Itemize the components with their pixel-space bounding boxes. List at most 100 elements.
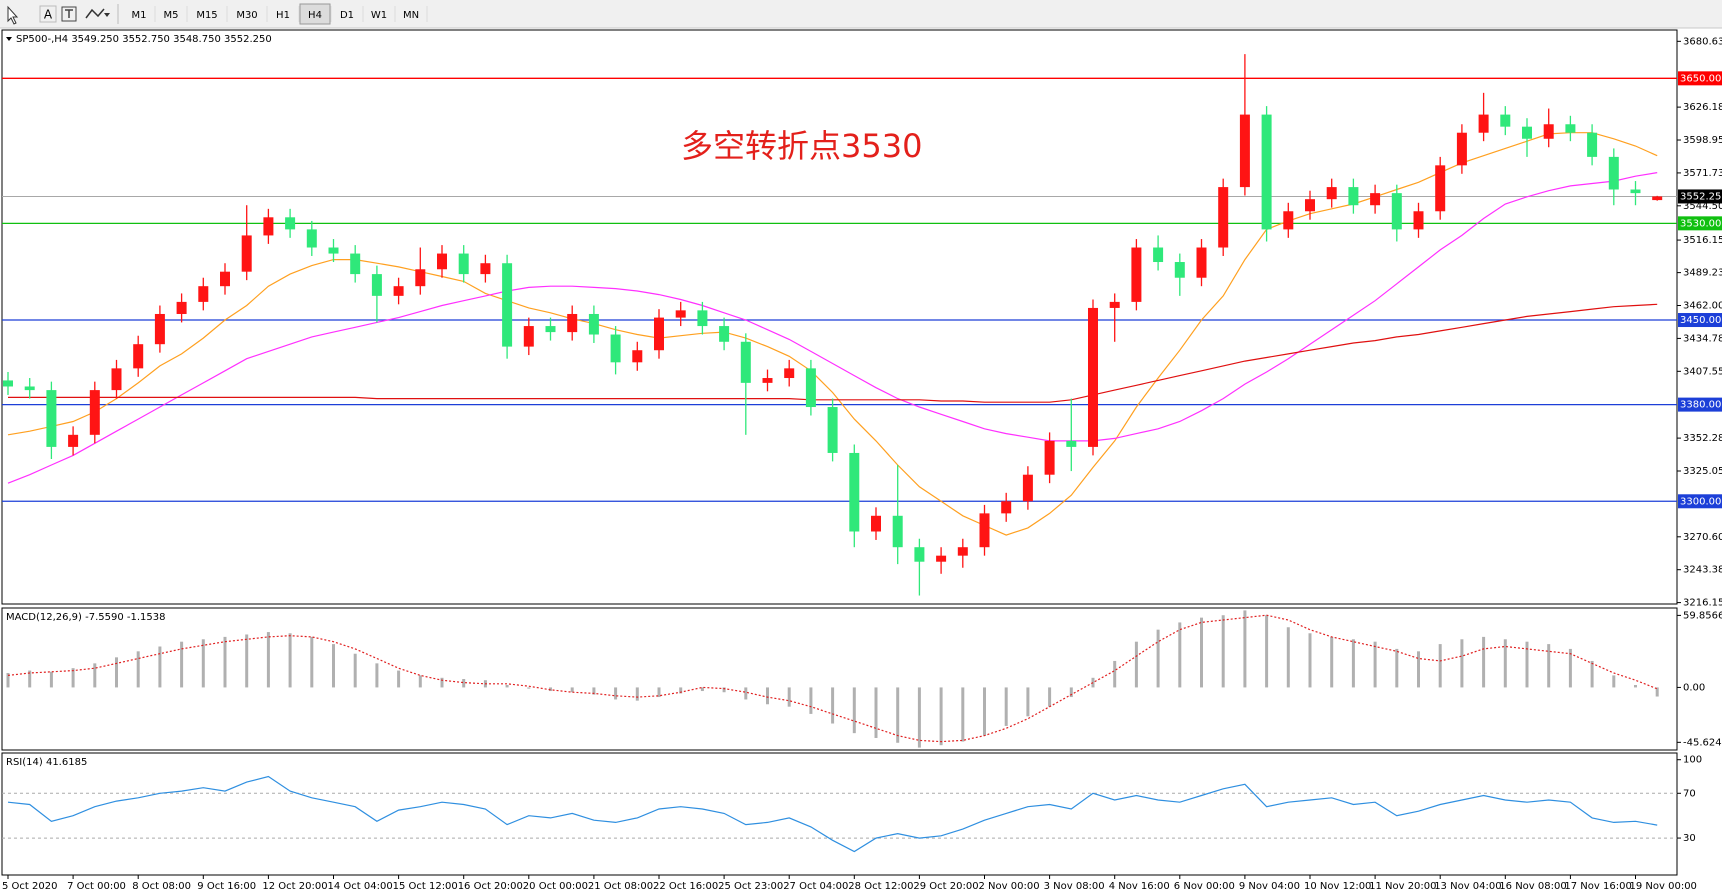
- objects-tool[interactable]: [85, 8, 105, 19]
- macd-bar: [1134, 641, 1138, 688]
- macd-bar: [93, 663, 97, 688]
- y-tick-label: 30: [1683, 833, 1696, 844]
- level-label: 3300.000: [1680, 496, 1722, 507]
- panel-frame: [1, 607, 1678, 751]
- y-tick-label: 3571.73: [1683, 168, 1722, 179]
- moving-average: [7, 132, 1658, 536]
- macd-bar: [136, 651, 140, 688]
- candle-body: [371, 274, 382, 296]
- candle-body: [220, 271, 230, 287]
- candle-body: [1565, 124, 1576, 133]
- timeframe-label[interactable]: D1: [340, 10, 354, 21]
- macd-bar: [1590, 660, 1594, 688]
- macd-bar: [852, 687, 856, 734]
- candle-body: [1066, 440, 1077, 447]
- timeframe-label[interactable]: H1: [276, 10, 290, 21]
- candle-body: [523, 326, 534, 347]
- macd-bar: [266, 632, 270, 688]
- timeframe-button[interactable]: [299, 3, 331, 25]
- menu-triangle[interactable]: [6, 37, 12, 41]
- macd-bar: [462, 679, 466, 688]
- timeframe-label[interactable]: M5: [164, 10, 179, 21]
- y-tick-label: 3544.505: [1683, 201, 1722, 212]
- macd-bar: [1308, 633, 1312, 688]
- timeframe-label[interactable]: W1: [371, 10, 387, 21]
- candle-body: [1239, 114, 1250, 188]
- candle-body: [1196, 247, 1207, 278]
- level-label: 3450.000: [1680, 315, 1722, 326]
- macd-bar: [310, 636, 314, 688]
- timeframe-group: M1 M5 M15 M30 H1 H4 D1 W1 MN: [132, 3, 428, 25]
- x-tick-label: 6 Nov 00:00: [1174, 881, 1235, 892]
- x-tick-label: 16 Oct 20:00: [458, 881, 523, 892]
- y-tick-label: 3407.555: [1683, 366, 1722, 377]
- candle-body: [1456, 132, 1467, 166]
- macd-bar: [1655, 687, 1659, 697]
- cursor-icon[interactable]: [7, 5, 19, 25]
- macd-bar: [332, 644, 335, 688]
- toolbar: A M1 M5 M15 M30 H1 H4 D1 W1 MN: [0, 0, 1722, 29]
- macd-bar: [1265, 615, 1269, 688]
- macd-bar: [223, 636, 227, 688]
- candle-body: [784, 368, 795, 379]
- candle-body: [632, 350, 643, 363]
- text-tool[interactable]: A: [44, 8, 53, 22]
- y-tick-label: -45.6249: [1683, 737, 1722, 748]
- macd-bar: [1503, 639, 1507, 688]
- candle-body: [393, 286, 404, 296]
- candle-body: [1543, 124, 1554, 139]
- macd-bar: [1156, 629, 1160, 688]
- candle-body: [1174, 262, 1185, 278]
- y-tick-label: 3516.156: [1683, 235, 1722, 246]
- x-tick-label: 10 Nov 12:00: [1304, 881, 1371, 892]
- x-tick-label: 25 Oct 23:00: [718, 881, 783, 892]
- candle-body: [437, 253, 447, 270]
- panel: 3680.6303626.183598.9553571.733544.50535…: [0, 29, 1722, 895]
- label-tool[interactable]: [61, 6, 77, 22]
- macd-bar: [353, 653, 357, 688]
- candle-body: [957, 547, 968, 556]
- macd-bar: [1330, 636, 1334, 688]
- annotation: 多空转折点3530: [681, 127, 922, 165]
- x-tick-label: 4 Nov 16:00: [1109, 881, 1170, 892]
- x-tick-label: 5 Oct 2020: [2, 881, 57, 892]
- macd-bar: [28, 670, 32, 688]
- time-axis-bg: [0, 876, 1722, 895]
- timeframe-label[interactable]: H4: [308, 10, 322, 21]
- macd-bar: [1482, 636, 1486, 688]
- dropdown-arrow[interactable]: [104, 13, 110, 17]
- level-label-bg: [1678, 397, 1722, 412]
- candle-body: [502, 263, 513, 347]
- timeframe-label[interactable]: M30: [236, 10, 257, 21]
- candle-body: [1131, 247, 1142, 302]
- level-label-bg: [1678, 216, 1722, 231]
- y-tick-label: 3352.280: [1683, 433, 1722, 444]
- macd-bar: [722, 687, 726, 693]
- x-tick-label: 19 Nov 00:00: [1630, 881, 1697, 892]
- candle-body: [1261, 114, 1272, 230]
- panel-frame: [1, 29, 1678, 605]
- candle-body: [198, 286, 209, 302]
- timeframe-label[interactable]: M15: [196, 10, 217, 21]
- macd-bar: [917, 687, 921, 748]
- x-tick-label: 27 Oct 04:00: [783, 881, 848, 892]
- macd-bar: [1634, 685, 1637, 688]
- macd-bar: [1612, 675, 1616, 688]
- y-tick-label: 3434.780: [1683, 333, 1722, 344]
- timeframe-label[interactable]: MN: [403, 10, 419, 21]
- timeframe-label[interactable]: M1: [132, 10, 147, 21]
- candle-body: [458, 253, 469, 275]
- x-tick-label: 28 Oct 12:00: [848, 881, 913, 892]
- macd-bar: [1351, 639, 1355, 688]
- y-tick-label: 3270.605: [1683, 532, 1722, 543]
- y-tick-label: 0.00: [1683, 682, 1705, 693]
- candle-body: [328, 247, 339, 254]
- y-tick-label: 3462.005: [1683, 301, 1722, 312]
- candle-body: [68, 434, 79, 447]
- level-label: 3650.000: [1680, 73, 1722, 84]
- macd-bar: [1048, 687, 1052, 707]
- tool-button[interactable]: [39, 5, 57, 23]
- macd-bar: [896, 687, 900, 743]
- macd-bar: [1438, 644, 1442, 688]
